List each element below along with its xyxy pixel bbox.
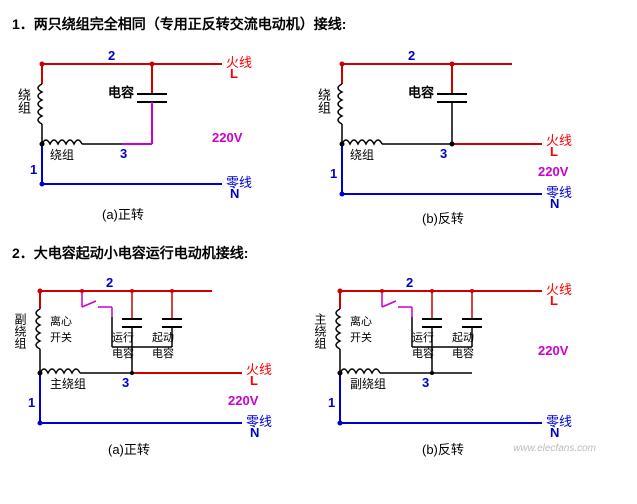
main-winding-label: 主绕组 — [312, 313, 329, 349]
node-2: 2 — [406, 275, 413, 290]
run-cap-label: 运行电容 — [412, 329, 440, 361]
section2-title: 2．大电容起动小电容运行电动机接线: — [12, 243, 625, 263]
node-3: 3 — [422, 375, 429, 390]
diagram-1b: 2 3 1 电容 绕组 绕组 火线 L 220V 零线 N (b)反转 — [312, 44, 602, 229]
node-2: 2 — [408, 48, 415, 63]
node-3: 3 — [120, 146, 127, 161]
switch-label: 离心开关 — [350, 313, 378, 345]
node-2: 2 — [108, 48, 115, 63]
run-cap-label: 运行电容 — [112, 329, 140, 361]
section1-title: 1．两只绕组完全相同（专用正反转交流电动机）接线: — [12, 14, 625, 34]
diagram-1a-svg — [12, 44, 302, 229]
node-1: 1 — [30, 162, 37, 177]
node-3: 3 — [440, 146, 447, 161]
main-winding-label: 主绕组 — [50, 375, 86, 392]
neutral-N: N — [250, 425, 259, 440]
winding-h-label: 绕组 — [350, 146, 374, 163]
neutral-N: N — [230, 186, 239, 201]
section1-row: 2 3 1 电容 绕组 绕组 火线 L 220V 零线 N (a)正转 — [12, 44, 625, 229]
cap-label: 电容 — [108, 82, 134, 101]
aux-winding-label: 副绕组 — [12, 313, 29, 349]
caption-2b: (b)反转 — [422, 439, 464, 458]
aux-winding-label: 副绕组 — [350, 375, 386, 392]
winding-v-label: 绕组 — [314, 88, 333, 114]
voltage: 220V — [538, 164, 568, 179]
diagram-2a: 2 3 1 副绕组 主绕组 离心开关 运行电容 起动电容 火线 L 220V 零… — [12, 273, 302, 458]
voltage: 220V — [228, 393, 258, 408]
hot-L: L — [250, 373, 258, 388]
neutral-N: N — [550, 196, 559, 211]
watermark: www.elecfans.com — [513, 443, 596, 454]
hot-L: L — [550, 293, 558, 308]
diagram-2b: 2 3 1 主绕组 副绕组 离心开关 运行电容 起动电容 火线 L 220V 零… — [312, 273, 602, 458]
caption-1a: (a)正转 — [102, 204, 144, 223]
diagram-1a: 2 3 1 电容 绕组 绕组 火线 L 220V 零线 N (a)正转 — [12, 44, 302, 229]
hot-L: L — [550, 144, 558, 159]
switch-label: 离心开关 — [50, 313, 78, 345]
winding-h-label: 绕组 — [50, 146, 74, 163]
start-cap-label: 起动电容 — [452, 329, 480, 361]
caption-2a: (a)正转 — [108, 439, 150, 458]
hot-L: L — [230, 66, 238, 81]
node-1: 1 — [28, 395, 35, 410]
section2-row: 2 3 1 副绕组 主绕组 离心开关 运行电容 起动电容 火线 L 220V 零… — [12, 273, 625, 458]
voltage: 220V — [538, 343, 568, 358]
start-cap-label: 起动电容 — [152, 329, 180, 361]
neutral-N: N — [550, 425, 559, 440]
cap-label: 电容 — [408, 82, 434, 101]
winding-v-label: 绕组 — [14, 88, 33, 114]
caption-1b: (b)反转 — [422, 208, 464, 227]
node-2: 2 — [106, 275, 113, 290]
node-1: 1 — [328, 395, 335, 410]
voltage: 220V — [212, 130, 242, 145]
node-1: 1 — [330, 166, 337, 181]
node-3: 3 — [122, 375, 129, 390]
